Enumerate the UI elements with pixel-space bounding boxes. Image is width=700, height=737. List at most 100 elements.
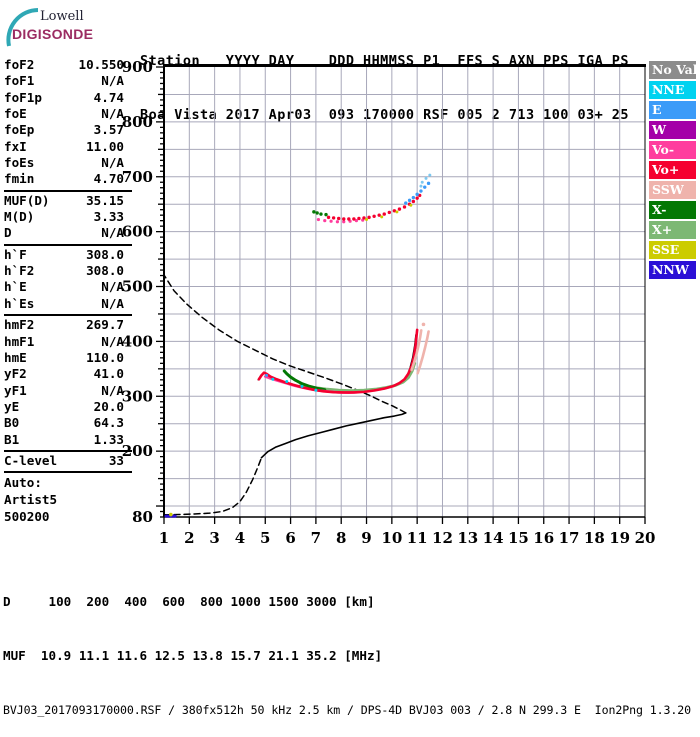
echo-red-dots — [392, 209, 397, 213]
param-value: 10.550 — [78, 57, 125, 72]
echo-green-dots — [315, 211, 319, 215]
echo-green-dots — [319, 212, 323, 216]
echo-red-dots — [397, 207, 402, 211]
echo-red-dots — [377, 213, 381, 217]
param-value: N/A — [101, 225, 124, 241]
autoscaling-info-line: 500200 — [4, 509, 50, 525]
legend-item-nne: NNE — [649, 80, 696, 100]
legend-item-vo+: Vo+ — [649, 160, 696, 180]
param-row-fof2: foF2 10.550 — [4, 57, 132, 73]
param-label: C-level — [4, 452, 58, 468]
lowell-digisonde-logo: Lowell DIGISONDE — [4, 6, 124, 50]
param-value: 4.74 — [93, 89, 124, 105]
echo-olive-dots — [395, 210, 399, 214]
param-value: N/A — [101, 279, 124, 295]
x-tick-label: 8 — [336, 529, 346, 547]
echo-olive-dots — [380, 215, 384, 219]
param-row-b0: B0 64.3 — [4, 415, 132, 431]
param-value: 308.0 — [86, 263, 124, 279]
param-row-he: h`E N/A — [4, 279, 132, 295]
param-row-hmf2: hmF2 269.7 — [4, 317, 132, 333]
echo-olive-dots — [365, 218, 369, 222]
trace-nne-specks — [285, 379, 289, 383]
x-tick-label: 15 — [508, 529, 529, 547]
param-row-mufd: MUF(D) 35.15 — [4, 193, 132, 209]
y-tick-label: 700 — [122, 168, 153, 186]
param-value: N/A — [101, 382, 124, 398]
y-tick-label: 80 — [132, 508, 153, 526]
echo-red-dots — [367, 215, 371, 220]
param-row-md: M(D) 3.33 — [4, 209, 132, 225]
param-value: 20.0 — [93, 398, 124, 414]
trace-nne-specks — [271, 377, 275, 381]
autoscaling-info-line: Auto: — [4, 475, 42, 491]
x-tick-label: 17 — [559, 529, 580, 547]
panel-divider — [4, 243, 132, 246]
echo-pink-dots — [354, 219, 359, 223]
x-tick-label: 3 — [209, 529, 219, 547]
y-tick-label: 600 — [122, 223, 153, 241]
profile-solid — [260, 412, 407, 459]
param-label: MUF(D) — [4, 192, 50, 208]
otrace-voplus — [257, 328, 419, 394]
y-tick-label: 800 — [122, 113, 153, 131]
trace-e-speck — [265, 373, 269, 377]
x-tick-label: 7 — [311, 529, 321, 547]
echo-blue-dots — [426, 181, 431, 186]
echo-red-dots — [402, 205, 407, 209]
echo-pink-dots — [316, 217, 321, 222]
echo-skyblue-dots — [428, 173, 432, 177]
logo-text-digisonde: DIGISONDE — [12, 26, 94, 42]
param-value: 11.00 — [86, 138, 124, 154]
param-label: D — [4, 225, 12, 241]
echo-red-dots — [411, 199, 416, 204]
x-tick-label: 13 — [457, 529, 478, 547]
x-tick-label: 20 — [635, 529, 656, 547]
panel-divider — [4, 189, 132, 192]
param-row-d: D N/A — [4, 225, 132, 241]
echo-red-dots — [336, 216, 341, 221]
y-tick-label: 200 — [122, 442, 153, 460]
param-value: 33 — [108, 452, 124, 468]
param-value: 3.57 — [93, 122, 124, 138]
legend-item-nnw: NNW — [649, 260, 696, 280]
param-label: M(D) — [4, 209, 35, 225]
y-tick-label: 500 — [122, 278, 153, 296]
param-row-foes: foEs N/A — [4, 155, 132, 171]
param-label: hmF1 — [4, 333, 35, 349]
header-line-2: Boa Vista 2017 Apr03 093 170000 RSF 005 … — [140, 107, 629, 123]
trace-nne-specks — [314, 388, 318, 392]
param-value: 64.3 — [93, 415, 124, 431]
echo-blue-dots — [411, 195, 416, 200]
param-value: 35.15 — [86, 192, 124, 208]
y-tick-label: 300 — [122, 387, 153, 405]
echo-skyblue-dots — [420, 180, 424, 184]
param-row-hmf1: hmF1 N/A — [4, 334, 132, 350]
echo-pink-dots — [329, 219, 333, 223]
param-label: foF2 — [4, 57, 35, 72]
x-tick-label: 16 — [533, 529, 554, 547]
echo-red-dots — [326, 215, 331, 220]
ionogram-parameters-panel: foF2 10.550 foF1 N/A foF1p 4.74 foE N/A foEp 3.57… — [4, 57, 132, 525]
param-label: foEp — [4, 122, 35, 138]
x-tick-label: 19 — [609, 529, 630, 547]
legend-item-e: E — [649, 100, 696, 120]
param-value: 269.7 — [86, 317, 124, 333]
param-value: 1.33 — [93, 431, 124, 447]
param-label: foE — [4, 106, 27, 122]
param-row-fxi: fxI 11.00 — [4, 139, 132, 155]
param-label: foEs — [4, 155, 35, 171]
x-tick-label: 9 — [361, 529, 371, 547]
profile-topside-dashed — [163, 274, 407, 414]
param-row-fof1p: foF1p 4.74 — [4, 90, 132, 106]
echo-green-dots — [312, 210, 316, 214]
echo-red-dots — [352, 217, 356, 221]
param-label: yE — [4, 398, 20, 414]
x-tick-label: 5 — [260, 529, 270, 547]
y-tick-label: 900 — [122, 58, 153, 76]
legend-item-vo-: Vo- — [649, 140, 696, 160]
x-tick-label: 1 — [159, 529, 169, 547]
muf-row: MUF 10.9 11.1 11.6 12.5 13.8 15.7 21.1 3… — [3, 648, 383, 663]
param-value: N/A — [101, 106, 124, 122]
param-label: yF1 — [4, 382, 27, 398]
